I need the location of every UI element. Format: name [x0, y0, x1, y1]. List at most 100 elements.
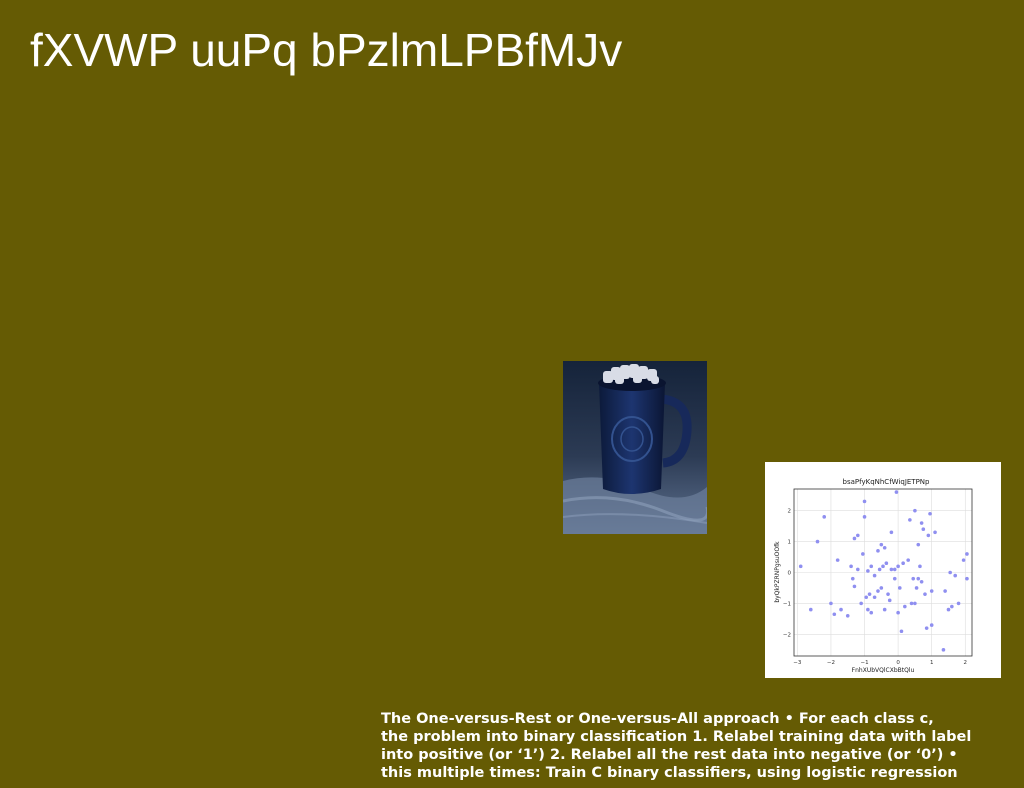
- y-tick-label: 1: [788, 540, 792, 546]
- slide-title: fXVWP uuPq bPzlmLPBfMJv: [30, 24, 623, 76]
- data-point: [926, 533, 931, 538]
- y-tick-label: 0: [788, 571, 792, 577]
- data-point: [808, 607, 813, 612]
- data-point: [892, 567, 897, 572]
- y-tick-label: −2: [783, 632, 791, 638]
- data-point: [798, 564, 803, 569]
- data-point: [943, 589, 947, 593]
- data-point: [956, 601, 961, 606]
- data-point: [862, 499, 867, 504]
- data-point: [856, 533, 860, 538]
- data-point: [913, 508, 917, 513]
- data-point: [929, 623, 934, 627]
- data-point: [921, 527, 926, 532]
- data-point: [950, 604, 954, 609]
- data-point: [924, 626, 929, 630]
- x-tick-label: 2: [964, 660, 968, 666]
- data-point: [862, 515, 867, 519]
- data-point: [867, 592, 872, 596]
- y-tick-label: −1: [783, 601, 791, 607]
- data-point: [946, 607, 951, 612]
- data-point: [887, 598, 892, 603]
- data-point: [876, 549, 880, 553]
- data-point: [886, 592, 890, 596]
- data-point: [908, 518, 912, 522]
- data-point: [861, 552, 865, 556]
- data-point: [869, 564, 874, 569]
- data-point: [919, 579, 924, 584]
- data-point: [961, 558, 966, 562]
- x-tick-label: 0: [896, 660, 900, 666]
- data-point: [948, 570, 952, 575]
- x-tick-label: −3: [793, 660, 802, 666]
- data-point: [866, 569, 870, 573]
- body-line: The One-versus-Rest or One-versus-All ap…: [381, 711, 934, 727]
- data-point: [882, 607, 887, 612]
- data-point: [911, 576, 916, 581]
- data-point: [852, 584, 857, 589]
- x-axis-label: FnhXUbVQlCXbBtQlu: [852, 667, 915, 674]
- data-point: [832, 612, 837, 617]
- data-point: [965, 552, 969, 556]
- body-line: into positive (or ‘1’) 2. Relabel all th…: [381, 747, 958, 763]
- data-point: [933, 530, 937, 535]
- data-point: [845, 613, 850, 618]
- x-tick-label: −2: [827, 660, 835, 666]
- data-point: [929, 589, 934, 593]
- data-point: [869, 610, 874, 615]
- data-point: [835, 558, 840, 562]
- data-point: [896, 610, 900, 615]
- data-point: [941, 648, 946, 652]
- data-point: [879, 586, 884, 590]
- data-point: [923, 592, 927, 596]
- data-point: [916, 542, 921, 547]
- data-point: [897, 586, 902, 590]
- data-point: [876, 589, 880, 593]
- data-point: [839, 607, 843, 612]
- data-point: [829, 601, 833, 606]
- scatter-plot: bsaPfyKqNhCfWiqJETPNp −3 −2 −1 0 1 2 −2 −1 0 1 2 …: [765, 462, 1001, 678]
- body-paragraph: The One-versus-Rest or One-versus-All ap…: [381, 710, 1021, 782]
- data-point: [916, 576, 921, 581]
- plot-frame: [793, 488, 973, 657]
- data-point: [892, 576, 897, 581]
- data-point: [913, 601, 917, 606]
- data-point: [889, 567, 894, 572]
- data-point: [906, 558, 910, 562]
- body-line: this multiple times: Train C binary clas…: [381, 765, 958, 781]
- data-point: [918, 564, 922, 569]
- data-point: [901, 561, 905, 566]
- data-point: [872, 573, 877, 578]
- data-point: [965, 576, 969, 581]
- data-point: [882, 545, 887, 550]
- y-tick-label: 2: [788, 509, 792, 515]
- data-point: [859, 601, 863, 606]
- data-point: [866, 607, 870, 612]
- data-point: [852, 536, 857, 541]
- data-point: [899, 629, 904, 634]
- data-point: [872, 595, 877, 600]
- data-point: [919, 521, 924, 525]
- data-point: [877, 567, 882, 572]
- data-point: [909, 601, 914, 606]
- chart-title: bsaPfyKqNhCfWiqJETPNp: [843, 478, 931, 486]
- data-point: [856, 567, 860, 572]
- data-point: [822, 515, 827, 519]
- data-point: [896, 564, 900, 569]
- data-point: [879, 542, 884, 547]
- x-tick-label: 1: [930, 660, 934, 666]
- data-point: [815, 539, 820, 544]
- data-point: [884, 561, 889, 566]
- x-tick-label: −1: [860, 660, 868, 666]
- data-point: [953, 573, 958, 578]
- data-point: [894, 490, 899, 494]
- data-point: [850, 576, 855, 581]
- scatter-chart: bsaPfyKqNhCfWiqJETPNp −3 −2 −1 0 1 2 −2−1012 …: [774, 478, 973, 674]
- mug-illustration: [563, 361, 707, 534]
- data-point: [914, 586, 919, 590]
- data-point: [881, 564, 885, 569]
- data-point: [889, 530, 894, 535]
- data-point: [864, 595, 869, 600]
- data-point: [903, 604, 907, 609]
- data-point: [849, 564, 853, 569]
